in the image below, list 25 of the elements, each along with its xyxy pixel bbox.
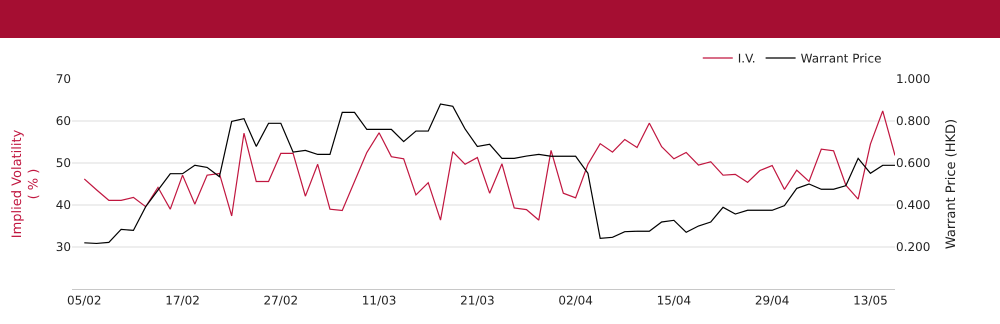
y-axis-title: Implied Volatility ( % ) [10,129,42,238]
line-series [84,110,895,221]
y-tick-label: 30 [56,240,71,254]
x-tick-label: 29/04 [754,293,790,308]
x-tick-label: 15/04 [656,293,692,308]
y-tick-label: 50 [56,156,71,170]
y-tick-label: 70 [56,72,71,86]
line-series [84,103,895,244]
x-tick-label: 17/02 [165,293,200,308]
x-tick-label: 27/02 [264,293,298,308]
y2-axis-title: Warrant Price (HKD) [944,118,959,250]
x-tick-label: 13/05 [853,293,888,308]
x-tick-label: 21/03 [460,293,495,308]
y-tick-label: 60 [56,114,71,128]
y2-tick-label: 1.000 [896,72,930,86]
legend-label: Warrant Price [800,52,882,66]
y2-tick-label: 0.600 [896,156,930,170]
x-tick-label: 11/03 [362,293,396,308]
y2-tick-label: 0.400 [896,198,930,212]
y-tick-label: 40 [56,198,71,212]
y2-tick-label: 0.800 [896,114,930,128]
legend-label: I.V. [738,52,756,66]
x-tick-label: 02/04 [558,293,593,308]
y2-tick-label: 0.200 [896,240,930,254]
x-tick-label: 05/02 [66,293,102,308]
